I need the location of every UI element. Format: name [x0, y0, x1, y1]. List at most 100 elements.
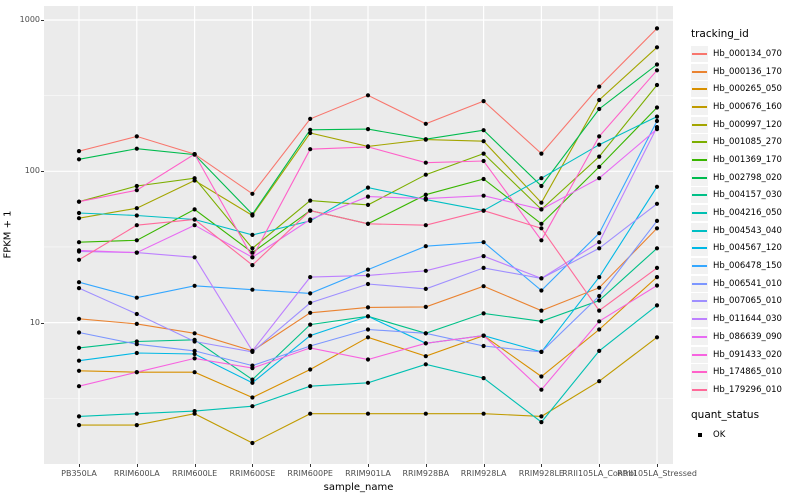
legend-entry-Hb_000265_050: Hb_000265_050: [691, 80, 799, 98]
data-point-marker: [365, 267, 371, 272]
data-point-marker: [134, 370, 139, 375]
legend-label: Hb_011644_030: [713, 314, 782, 325]
legend-entry-Hb_004157_030: Hb_004157_030: [691, 187, 799, 205]
x-axis-tick-label: RRIM928BA: [402, 469, 450, 478]
legend-key: [691, 293, 708, 310]
legend-label: Hb_179296_010: [713, 384, 782, 395]
y-axis-title: FPKM + 1: [2, 210, 14, 259]
legend-entry-Hb_174865_010: Hb_174865_010: [691, 363, 799, 381]
data-point-marker: [76, 316, 82, 321]
legend-label: Hb_001085_270: [713, 137, 782, 148]
data-point-marker: [308, 127, 313, 132]
data-point-marker: [192, 331, 197, 336]
legend-key: [691, 98, 708, 115]
data-point-marker: [597, 231, 602, 236]
data-point-marker: [597, 348, 602, 353]
data-point-marker: [76, 330, 82, 335]
data-point-marker: [423, 223, 428, 228]
x-axis-tick-mark: [599, 464, 601, 467]
x-axis-tick-mark: [79, 464, 80, 467]
panel-background: [44, 6, 673, 464]
data-point-marker: [134, 295, 139, 300]
x-axis-tick-mark: [136, 464, 138, 467]
data-point-marker: [76, 368, 82, 373]
legend-title-quant-status: quant_status: [691, 408, 760, 421]
data-point-marker: [539, 183, 544, 189]
data-point-marker: [250, 395, 255, 400]
data-point-marker: [192, 409, 197, 414]
data-point-marker: [76, 345, 82, 350]
data-point-marker: [134, 238, 139, 243]
legend-entry-Hb_179296_010: Hb_179296_010: [691, 381, 799, 399]
data-point-marker: [423, 268, 428, 273]
data-point-marker: [423, 121, 428, 126]
data-point-marker: [76, 149, 82, 154]
data-point-marker: [654, 114, 660, 119]
data-point-marker: [250, 212, 255, 217]
x-axis-tick-label: RRIM600PE: [287, 469, 333, 478]
data-point-marker: [654, 62, 660, 67]
legend-key: [691, 364, 708, 381]
legend-entry-Hb_004216_050: Hb_004216_050: [691, 204, 799, 222]
legend-key-line: [692, 282, 707, 285]
data-point-marker: [76, 257, 82, 262]
legend-key-line: [692, 105, 707, 108]
x-axis-tick-label: RRIM901LA: [345, 469, 391, 478]
data-point-marker: [423, 172, 428, 177]
legend-key: [691, 45, 708, 62]
data-point-marker: [134, 183, 139, 189]
data-point-marker: [654, 26, 660, 31]
y-axis-tick-label: 1000: [19, 15, 40, 24]
data-point-marker: [423, 362, 428, 367]
legend-label: Hb_174865_010: [713, 367, 782, 378]
x-axis-title: sample_name: [323, 482, 394, 493]
data-point-marker: [250, 255, 255, 260]
data-point-marker: [423, 196, 428, 201]
legend-label: Hb_091433_020: [713, 349, 782, 360]
x-axis-tick-mark: [252, 464, 254, 467]
data-point-marker: [597, 285, 602, 290]
data-point-marker: [481, 411, 486, 416]
data-point-marker: [308, 147, 313, 152]
data-point-marker: [365, 93, 371, 98]
data-point-marker: [76, 240, 82, 245]
data-point-marker: [250, 377, 255, 382]
data-point-marker: [597, 84, 602, 89]
x-axis-tick-label: RRII105LA_Stressed: [617, 469, 697, 478]
data-point-marker: [423, 411, 428, 416]
legend-entry-Hb_006541_010: Hb_006541_010: [691, 275, 799, 293]
legend-key-line: [692, 212, 707, 215]
data-point-marker: [539, 288, 544, 293]
legend-key-line: [692, 88, 707, 91]
legend: tracking_id Hb_000134_070 Hb_000136_170 Hb…: [691, 28, 799, 443]
y-axis-tick-mark: [41, 322, 44, 324]
data-point-marker: [539, 414, 544, 419]
data-point-marker: [423, 331, 428, 336]
data-point-marker: [192, 339, 197, 344]
legend-entry-Hb_007065_010: Hb_007065_010: [691, 293, 799, 311]
legend-label: Hb_002798_020: [713, 172, 782, 183]
data-point-marker: [481, 265, 486, 270]
legend-key: [691, 311, 708, 328]
legend-key: [691, 328, 708, 345]
data-point-marker: [76, 423, 82, 428]
data-point-marker: [134, 411, 139, 416]
data-point-marker: [654, 118, 660, 124]
legend-key-line: [692, 247, 707, 250]
data-point-marker: [308, 217, 313, 222]
data-point-marker: [76, 414, 82, 419]
data-point-marker: [134, 342, 139, 347]
x-axis-tick-label: RRIM600LA: [113, 469, 160, 478]
data-point-marker: [481, 284, 486, 289]
legend-key: [691, 240, 708, 257]
legend-entry-Hb_001369_170: Hb_001369_170: [691, 151, 799, 169]
data-point-marker: [192, 348, 197, 353]
data-point-marker: [76, 210, 82, 216]
data-point-marker: [654, 275, 660, 280]
data-point-marker: [76, 358, 82, 363]
data-point-marker: [539, 238, 544, 243]
data-point-marker: [539, 207, 544, 212]
x-axis-tick-mark: [194, 464, 196, 467]
legend-key-line: [692, 141, 707, 144]
data-point-marker: [539, 308, 544, 313]
